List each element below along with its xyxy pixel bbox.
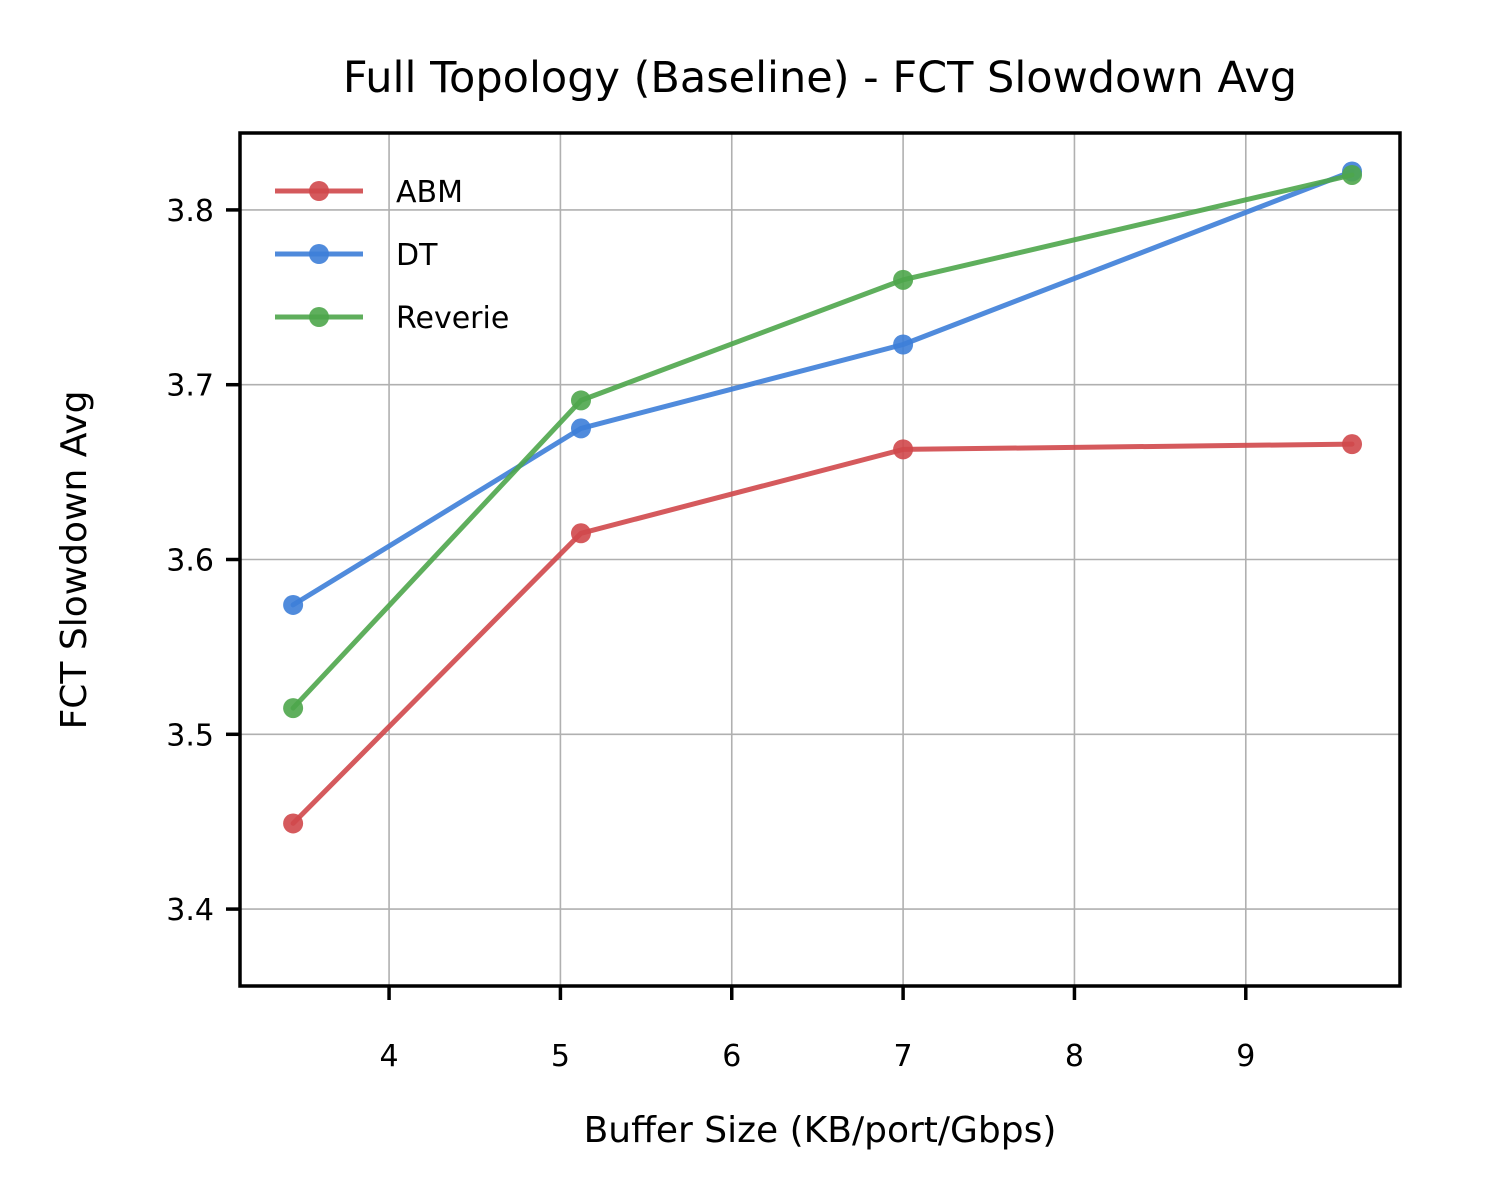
legend-label: DT — [396, 238, 438, 273]
legend-item-abm: ABM — [275, 175, 463, 210]
y-tick-label: 3.8 — [166, 194, 214, 229]
legend-label: ABM — [396, 175, 463, 210]
x-tick-label: 4 — [380, 1039, 399, 1074]
x-tick-label: 9 — [1236, 1039, 1255, 1074]
data-point-dt — [893, 334, 914, 355]
legend-marker — [309, 181, 329, 201]
x-tick-label: 8 — [1065, 1039, 1084, 1074]
data-point-abm — [1342, 434, 1363, 455]
data-point-dt — [570, 418, 591, 439]
y-tick-label: 3.4 — [166, 893, 214, 928]
grid-lines — [240, 133, 1400, 986]
data-point-abm — [283, 813, 304, 834]
series-layer — [283, 161, 1363, 834]
y-axis: 3.4 3.5 3.6 3.7 3.8 — [166, 194, 240, 928]
legend-item-reverie: Reverie — [275, 301, 509, 336]
data-point-reverie — [1342, 164, 1363, 185]
y-axis-label: FCT Slowdown Avg — [54, 391, 95, 730]
data-point-abm — [570, 523, 591, 544]
series-abm — [283, 434, 1363, 834]
series-line-reverie — [290, 172, 1355, 711]
x-tick-label: 7 — [894, 1039, 913, 1074]
x-axis: 4 5 6 7 8 9 — [380, 986, 1255, 1074]
y-tick-label: 3.5 — [166, 718, 214, 753]
series-reverie — [283, 164, 1363, 719]
series-line-dt — [290, 169, 1355, 608]
legend-item-dt: DT — [275, 238, 438, 273]
legend-marker — [309, 244, 329, 264]
x-tick-label: 5 — [551, 1039, 570, 1074]
chart-title: Full Topology (Baseline) - FCT Slowdown … — [343, 53, 1297, 103]
y-tick-label: 3.7 — [166, 369, 214, 404]
x-tick-label: 6 — [722, 1039, 741, 1074]
data-point-dt — [283, 594, 304, 615]
x-axis-label: Buffer Size (KB/port/Gbps) — [584, 1110, 1057, 1151]
data-point-reverie — [283, 698, 304, 719]
data-point-reverie — [570, 390, 591, 411]
legend-marker — [309, 307, 329, 327]
y-tick-label: 3.6 — [166, 544, 214, 579]
legend-label: Reverie — [396, 301, 509, 336]
data-point-abm — [893, 439, 914, 460]
data-point-reverie — [893, 269, 914, 290]
legend: ABM DT Reverie — [275, 175, 509, 336]
series-line-abm — [290, 441, 1355, 826]
